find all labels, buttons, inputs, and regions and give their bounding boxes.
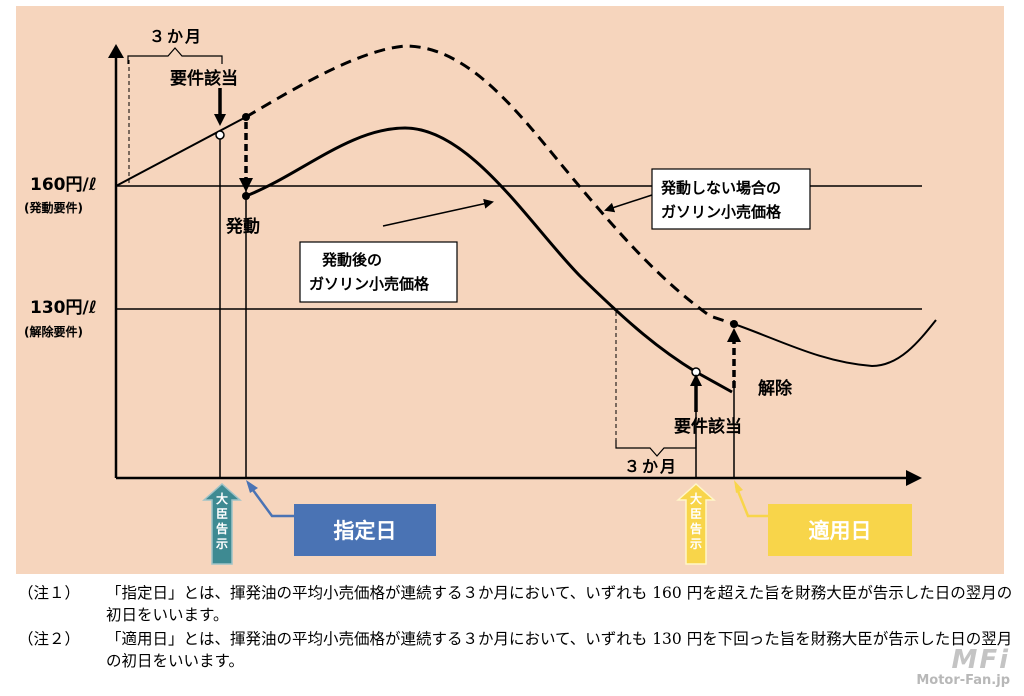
point-trigger-top xyxy=(242,113,250,121)
label-requirement-bottom: 要件該当 xyxy=(674,416,742,437)
arrow-requirement-left-head xyxy=(214,114,226,126)
arrow-release-rise-head xyxy=(727,328,741,342)
curve-after-trigger xyxy=(245,126,733,394)
minister-notice-left-text: 大臣告示 xyxy=(215,491,228,551)
arrow-trigger-drop-head xyxy=(239,178,253,192)
label-3months-bottom: ３か月 xyxy=(624,457,678,476)
label-160-sub: (発動要件) xyxy=(24,200,83,215)
curve-after-release xyxy=(733,319,937,368)
pointer-no-trigger xyxy=(604,194,653,213)
x-axis-arrowhead xyxy=(906,470,922,486)
note-2-text: 「適用日」とは、揮発油の平均小売価格が連続する３か月において、いずれも 130 … xyxy=(106,630,1013,670)
designated-day-box: 指定日 xyxy=(294,504,436,556)
pointer-after-trigger xyxy=(382,198,494,227)
application-day-label: 適用日 xyxy=(809,519,872,543)
pointer-application-day-head xyxy=(734,480,743,493)
watermark-logo: MFi xyxy=(951,645,1010,675)
callout-no-trigger: 発動しない場合の ガソリン小売価格 xyxy=(651,168,811,230)
note-1-label: （注１） xyxy=(18,584,81,602)
callout-after-trigger-line1: 発動後の xyxy=(321,251,382,269)
application-day-box: 適用日 xyxy=(768,504,912,556)
pointer-designated-day xyxy=(248,485,294,518)
brace-bottom xyxy=(615,440,697,457)
note-2-label: （注２） xyxy=(18,630,81,648)
note-1: （注１） 「指定日」とは、揮発油の平均小売価格が連続する３か月において、いずれも… xyxy=(18,582,1018,626)
callout-after-trigger-line2: ガソリン小売価格 xyxy=(309,275,430,293)
note-1-text: 「指定日」とは、揮発油の平均小売価格が連続する３か月において、いずれも 160 … xyxy=(106,584,1013,624)
label-3months-top: ３か月 xyxy=(149,27,203,46)
curve-no-trigger-dashed xyxy=(245,44,735,326)
brace-top xyxy=(127,47,223,64)
label-160: 160円/ℓ xyxy=(30,175,97,195)
minister-notice-arrow-left: 大臣告示 xyxy=(202,482,242,565)
point-requirement-left xyxy=(215,130,225,140)
label-130-sub: (解除要件) xyxy=(24,324,83,339)
pointer-designated-day-head xyxy=(246,480,258,493)
callout-after-trigger: 発動後の ガソリン小売価格 xyxy=(299,241,458,303)
designated-day-label: 指定日 xyxy=(334,519,397,543)
y-axis-arrowhead xyxy=(108,44,124,58)
minister-notice-right-text: 大臣告示 xyxy=(689,491,702,551)
point-trigger-bottom xyxy=(242,192,250,200)
watermark-site: Motor-Fan.jp xyxy=(916,673,1010,688)
label-release: 解除 xyxy=(758,378,793,399)
label-activation: 発動 xyxy=(225,216,260,237)
notes: （注１） 「指定日」とは、揮発油の平均小売価格が連続する３か月において、いずれも… xyxy=(18,582,1018,674)
watermark: MFi Motor-Fan.jp xyxy=(916,647,1010,688)
note-2: （注２） 「適用日」とは、揮発油の平均小売価格が連続する３か月において、いずれも… xyxy=(18,628,1018,672)
callout-no-trigger-line2: ガソリン小売価格 xyxy=(661,203,782,221)
curve-pre-trigger xyxy=(115,116,247,187)
diagram-background xyxy=(16,6,1004,574)
callout-no-trigger-line1: 発動しない場合の xyxy=(660,179,781,197)
point-release-top xyxy=(730,320,738,328)
label-130: 130円/ℓ xyxy=(30,298,97,318)
pointer-application-day xyxy=(734,485,768,518)
arrow-requirement-right-head xyxy=(690,374,702,386)
minister-notice-arrow-right: 大臣告示 xyxy=(676,482,716,565)
label-requirement-top: 要件該当 xyxy=(170,68,238,89)
